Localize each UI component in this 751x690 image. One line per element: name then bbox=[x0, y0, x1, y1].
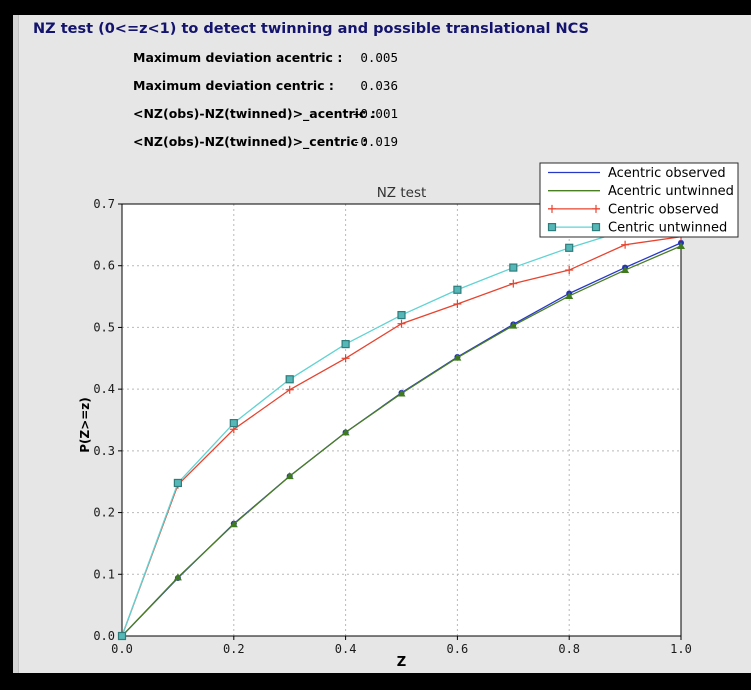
marker-triangle-acentric-untwinned bbox=[285, 472, 294, 480]
marker-triangle-acentric-untwinned bbox=[621, 266, 630, 274]
marker-square-centric-untwinned bbox=[173, 478, 182, 488]
y-tick-label: 0.4 bbox=[93, 382, 115, 396]
marker-triangle-acentric-untwinned bbox=[677, 241, 685, 249]
marker-square-centric-untwinned bbox=[453, 285, 462, 294]
stat-value-nz-diff-acentric: +0.001 bbox=[352, 106, 398, 121]
marker-triangle-acentric-untwinned bbox=[173, 573, 182, 581]
legend-label-centric-untwinned: Centric untwinned bbox=[608, 221, 727, 236]
x-tick-label: 0.0 bbox=[111, 642, 133, 656]
y-tick-label: 0.1 bbox=[93, 567, 115, 581]
marker-square-centric-untwinned bbox=[229, 418, 238, 428]
x-tick-label: 0.2 bbox=[223, 642, 245, 656]
legend-label-centric-observed: Centric observed bbox=[608, 202, 719, 217]
y-tick-label: 0.6 bbox=[93, 259, 115, 273]
marker-square-centric-untwinned bbox=[285, 375, 294, 384]
y-tick-label: 0.5 bbox=[93, 320, 115, 334]
marker-square-centric-untwinned bbox=[509, 263, 518, 272]
x-tick-label: 0.8 bbox=[558, 642, 580, 656]
stat-label-max-dev-centric: Maximum deviation centric : bbox=[133, 78, 334, 93]
plot-border bbox=[121, 203, 682, 637]
page-title: NZ test (0<=z<1) to detect twinning and … bbox=[33, 21, 589, 37]
stat-value-nz-diff-centric: -0.019 bbox=[352, 134, 398, 149]
stat-value-max-dev-acentric: 0.005 bbox=[360, 50, 398, 65]
marker-triangle-acentric-untwinned bbox=[341, 428, 350, 436]
y-tick-label: 0.0 bbox=[93, 629, 115, 643]
legend-label-acentric-observed: Acentric observed bbox=[608, 166, 726, 181]
x-tick-label: 0.6 bbox=[447, 642, 469, 656]
x-tick-label: 1.0 bbox=[670, 642, 692, 656]
marker-square-centric-untwinned bbox=[591, 223, 601, 232]
x-tick-label: 0.4 bbox=[335, 642, 357, 656]
marker-triangle-acentric-untwinned bbox=[229, 520, 238, 528]
stat-label-nz-diff-centric: <NZ(obs)-NZ(twinned)>_centric : bbox=[133, 134, 368, 149]
marker-square-centric-untwinned bbox=[565, 243, 574, 252]
marker-square-centric-untwinned bbox=[397, 310, 406, 320]
marker-square-centric-untwinned bbox=[547, 223, 557, 232]
marker-triangle-acentric-untwinned bbox=[453, 353, 462, 361]
marker-triangle-acentric-untwinned bbox=[397, 389, 406, 397]
y-tick-label: 0.7 bbox=[93, 197, 115, 211]
legend-label-acentric-untwinned: Acentric untwinned bbox=[608, 184, 734, 199]
x-axis-label: Z bbox=[397, 655, 406, 670]
y-axis-label: P(Z>=z) bbox=[78, 397, 92, 453]
marker-triangle-acentric-untwinned bbox=[565, 291, 574, 299]
marker-square-centric-untwinned bbox=[341, 339, 350, 349]
chart-title: NZ test bbox=[377, 185, 427, 201]
y-tick-label: 0.2 bbox=[93, 506, 115, 520]
marker-triangle-acentric-untwinned bbox=[509, 321, 518, 329]
legend-box bbox=[539, 162, 739, 238]
stat-value-max-dev-centric: 0.036 bbox=[360, 78, 398, 93]
marker-square-centric-untwinned bbox=[117, 631, 127, 641]
stat-label-nz-diff-acentric: <NZ(obs)-NZ(twinned)>_acentric : bbox=[133, 106, 376, 121]
plot-area bbox=[122, 204, 681, 636]
stat-label-max-dev-acentric: Maximum deviation acentric : bbox=[133, 50, 343, 65]
y-tick-label: 0.3 bbox=[93, 444, 115, 458]
panel-left-edge bbox=[13, 15, 19, 673]
